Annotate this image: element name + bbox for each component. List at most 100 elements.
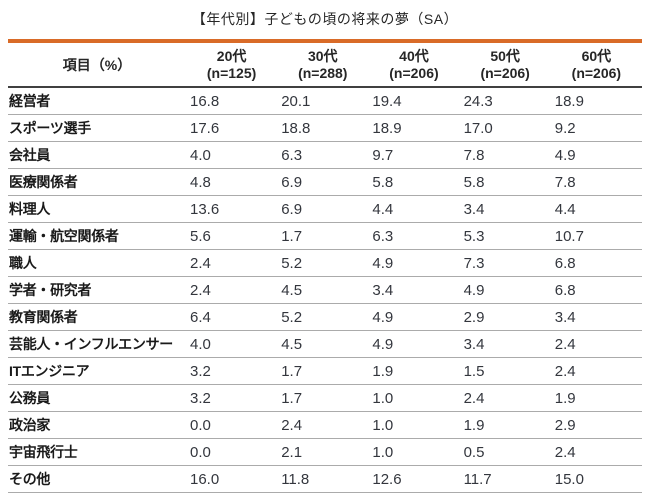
- value-cell: 2.4: [459, 384, 551, 412]
- value-cell: 1.7: [277, 384, 369, 412]
- value-cell: 18.9: [368, 114, 460, 142]
- value-cell: 16.0: [186, 465, 278, 493]
- table-row: 経営者 16.8 20.1 19.4 24.3 18.9: [8, 87, 642, 115]
- table-row: スポーツ選手 17.6 18.8 18.9 17.0 9.2: [8, 114, 642, 142]
- table-row: 芸能人・インフルエンサー 4.0 4.5 4.9 3.4 2.4: [8, 330, 642, 358]
- table-row: ITエンジニア 3.2 1.7 1.9 1.5 2.4: [8, 357, 642, 385]
- value-cell: 24.3: [459, 87, 551, 115]
- sample-size-label: (n=206): [480, 65, 530, 81]
- value-cell: 2.4: [186, 249, 278, 277]
- value-cell: 5.3: [459, 222, 551, 250]
- value-cell: 3.2: [186, 384, 278, 412]
- value-cell: 12.6: [368, 465, 460, 493]
- row-label: 職人: [8, 249, 186, 277]
- value-cell: 2.4: [550, 357, 642, 385]
- value-cell: 4.9: [368, 330, 460, 358]
- age-group-label: 60代: [581, 48, 612, 64]
- value-cell: 3.4: [368, 276, 460, 304]
- row-label: 会社員: [8, 141, 186, 169]
- value-cell: 6.9: [277, 195, 369, 223]
- value-cell: 15.0: [550, 465, 642, 493]
- value-cell: 4.4: [550, 195, 642, 223]
- age-group-label: 40代: [399, 48, 429, 64]
- table-row: 公務員 3.2 1.7 1.0 2.4 1.9: [8, 384, 642, 412]
- table-row: 教育関係者 6.4 5.2 4.9 2.9 3.4: [8, 303, 642, 331]
- value-cell: 2.4: [550, 438, 642, 466]
- value-cell: 0.0: [186, 411, 278, 439]
- page-title: 【年代別】子どもの頃の将来の夢（SA）: [191, 11, 459, 27]
- value-cell: 2.9: [459, 303, 551, 331]
- value-cell: 4.9: [550, 141, 642, 169]
- row-label: その他: [8, 465, 186, 493]
- value-cell: 10.7: [550, 222, 642, 250]
- value-cell: 3.4: [550, 303, 642, 331]
- header-row: 項目（%） 20代 (n=125) 30代 (n=288) 40代 (n=206) 50代(…: [8, 43, 642, 88]
- value-cell: 17.0: [459, 114, 551, 142]
- column-header-age: 50代 (n=206): [459, 43, 551, 88]
- row-label: ITエンジニア: [8, 357, 186, 385]
- value-cell: 1.9: [550, 384, 642, 412]
- table-row: 政治家 0.0 2.4 1.0 1.9 2.9: [8, 411, 642, 439]
- value-cell: 11.8: [277, 465, 369, 493]
- value-cell: 1.7: [277, 222, 369, 250]
- column-header-age: 60代 (n=206): [550, 43, 642, 88]
- value-cell: 1.9: [459, 411, 551, 439]
- column-header-age: 40代 (n=206): [368, 43, 460, 88]
- value-cell: 4.4: [368, 195, 460, 223]
- value-cell: 4.5: [277, 276, 369, 304]
- row-label: 運輸・航空関係者: [8, 222, 186, 250]
- age-group-label: 20代: [216, 48, 247, 64]
- value-cell: 1.9: [368, 357, 460, 385]
- value-cell: 1.7: [277, 357, 369, 385]
- value-cell: 2.4: [277, 411, 369, 439]
- value-cell: 3.4: [459, 195, 551, 223]
- row-label: 芸能人・インフルエンサー: [8, 330, 186, 358]
- column-header-age: 20代 (n=125): [186, 43, 278, 88]
- sample-size-label: (n=288): [298, 65, 348, 81]
- value-cell: 4.0: [186, 141, 278, 169]
- value-cell: 2.4: [550, 330, 642, 358]
- value-cell: 2.9: [550, 411, 642, 439]
- value-cell: 11.7: [459, 465, 551, 493]
- value-cell: 18.8: [277, 114, 369, 142]
- value-cell: 17.6: [186, 114, 278, 142]
- value-cell: 7.8: [550, 168, 642, 196]
- value-cell: 5.6: [186, 222, 278, 250]
- value-cell: 5.2: [277, 303, 369, 331]
- age-group-label: 50代: [490, 48, 520, 64]
- value-cell: 4.9: [459, 276, 551, 304]
- table-row: 医療関係者 4.8 6.9 5.8 5.8 7.8: [8, 168, 642, 196]
- value-cell: 5.8: [368, 168, 460, 196]
- table-row: その他 16.0 11.8 12.6 11.7 15.0: [8, 465, 642, 493]
- sample-size-label: (n=206): [571, 65, 622, 81]
- value-cell: 1.0: [368, 411, 460, 439]
- table-row: 学者・研究者 2.4 4.5 3.4 4.9 6.8: [8, 276, 642, 304]
- value-cell: 6.8: [550, 249, 642, 277]
- value-cell: 19.4: [368, 87, 460, 115]
- value-cell: 20.1: [277, 87, 369, 115]
- value-cell: 9.7: [368, 141, 460, 169]
- table-row: 会社員 4.0 6.3 9.7 7.8 4.9: [8, 141, 642, 169]
- age-group-label: 30代: [307, 48, 338, 64]
- value-cell: 6.4: [186, 303, 278, 331]
- value-cell: 4.9: [368, 249, 460, 277]
- row-label: スポーツ選手: [8, 114, 186, 142]
- row-label: 医療関係者: [8, 168, 186, 196]
- value-cell: 18.9: [550, 87, 642, 115]
- value-cell: 7.8: [459, 141, 551, 169]
- value-cell: 3.2: [186, 357, 278, 385]
- column-header-age: 30代 (n=288): [277, 43, 369, 88]
- sample-size-label: (n=125): [206, 65, 257, 81]
- sample-size-label: (n=206): [389, 65, 439, 81]
- value-cell: 4.5: [277, 330, 369, 358]
- value-cell: 9.2: [550, 114, 642, 142]
- value-cell: 4.0: [186, 330, 278, 358]
- row-label: 公務員: [8, 384, 186, 412]
- value-cell: 1.0: [368, 438, 460, 466]
- row-label: 料理人: [8, 195, 186, 223]
- table-row: 職人 2.4 5.2 4.9 7.3 6.8: [8, 249, 642, 277]
- value-cell: 2.4: [186, 276, 278, 304]
- value-cell: 2.1: [277, 438, 369, 466]
- value-cell: 0.5: [459, 438, 551, 466]
- value-cell: 16.8: [186, 87, 278, 115]
